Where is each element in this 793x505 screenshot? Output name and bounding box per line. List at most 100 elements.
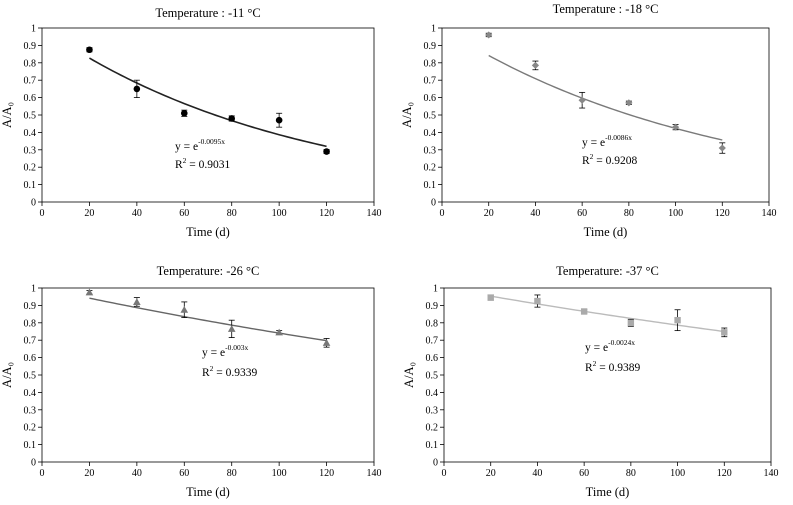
r-squared-label: R2 = 0.9208 (582, 152, 638, 167)
x-tick-label: 0 (40, 468, 45, 479)
fit-equation-base: y = e (582, 137, 605, 149)
y-tick-label: 0.4 (24, 388, 37, 399)
fit-equation: y = e-0.003x (202, 343, 248, 359)
y-tick-label: 0.3 (426, 405, 439, 416)
x-tick-label: 60 (179, 468, 189, 479)
y-tick-label: 0.7 (24, 76, 37, 87)
r-squared-value: = 0.9389 (596, 362, 640, 374)
data-point (86, 46, 93, 54)
r-squared-superscript: 2 (590, 152, 594, 161)
y-tick-label: 0.6 (24, 353, 37, 364)
y-tick-label: 0.8 (24, 58, 37, 69)
r-squared-value: = 0.9208 (593, 155, 637, 167)
y-axis-label: A/A₀ (400, 102, 414, 128)
chart-title: Temperature: -37 °C (556, 264, 659, 278)
y-tick-label: 1 (31, 24, 36, 35)
y-tick-label: 0.7 (24, 336, 37, 347)
x-tick-label: 120 (715, 208, 730, 219)
data-point (180, 305, 189, 313)
r-squared-superscript: 2 (593, 359, 597, 368)
data-point (671, 123, 680, 131)
x-tick-label: 0 (440, 208, 445, 219)
y-tick-label: 0.4 (424, 128, 437, 139)
x-tick-label: 60 (579, 468, 589, 479)
y-tick-label: 0.8 (426, 318, 439, 329)
chart-title: Temperature : -11 °C (155, 6, 260, 20)
fit-equation-base: y = e (585, 342, 608, 354)
y-tick-label: 0.7 (424, 76, 437, 87)
y-tick-label: 0.9 (24, 301, 37, 312)
y-tick-label: 1 (433, 284, 438, 295)
data-point (275, 116, 283, 124)
chart-panel-minus-26: Temperature: -26 °C 0 20 40 60 80 100 120 140 0 0.… (0, 264, 382, 499)
x-tick-label: 100 (670, 468, 685, 479)
x-tick-label: 140 (764, 468, 779, 479)
data-point (721, 329, 728, 336)
fit-equation: y = e-0.0086x (582, 133, 632, 149)
data-point (485, 31, 493, 39)
fit-equation-exponent: -0.0095x (198, 137, 225, 146)
r-squared-value: = 0.9031 (186, 159, 230, 171)
data-point (85, 288, 94, 296)
y-tick-label: 0.8 (24, 318, 37, 329)
y-tick-label: 0.5 (426, 371, 439, 382)
y-tick-label: 0.7 (426, 336, 439, 347)
data-point (718, 144, 726, 152)
r-squared-superscript: 2 (210, 364, 214, 373)
y-tick-label: 0.1 (426, 440, 439, 451)
y-tick-label: 0.3 (24, 405, 37, 416)
chart-panel-minus-18: Temperature : -18 °C 0 20 40 60 80 100 120 140 0 0… (400, 2, 777, 239)
x-tick-label: 20 (486, 468, 496, 479)
y-tick-label: 0.6 (24, 93, 37, 104)
r-squared-symbol: R (202, 367, 210, 379)
x-tick-label: 120 (717, 468, 732, 479)
y-tick-label: 0.2 (426, 423, 439, 434)
x-axis-label: Time (d) (584, 225, 628, 239)
data-point (580, 308, 588, 315)
x-tick-label: 140 (367, 468, 382, 479)
x-tick-label: 40 (132, 468, 142, 479)
y-tick-label: 0.1 (24, 180, 37, 191)
y-axis-label: A/A₀ (402, 362, 416, 388)
r-squared-value: = 0.9339 (213, 367, 257, 379)
data-point (674, 316, 681, 324)
data-point (275, 328, 283, 336)
data-point (627, 319, 635, 326)
y-tick-label: 1 (31, 284, 36, 295)
y-tick-label: 0.4 (24, 128, 37, 139)
fit-equation-exponent: -0.0086x (605, 133, 632, 142)
y-tick-label: 0 (31, 198, 36, 209)
y-tick-label: 0.4 (426, 388, 439, 399)
fit-equation-exponent: -0.0024x (608, 338, 635, 347)
data-point (228, 115, 236, 122)
y-tick-label: 0.1 (424, 180, 437, 191)
x-tick-label: 80 (626, 468, 636, 479)
r-squared-label: R2 = 0.9339 (202, 364, 258, 379)
r-squared-label: R2 = 0.9031 (175, 156, 231, 171)
y-axis-label: A/A₀ (0, 362, 14, 388)
data-point (133, 85, 141, 93)
x-tick-label: 80 (227, 468, 237, 479)
x-tick-label: 0 (40, 208, 45, 219)
data-point (578, 96, 586, 104)
fit-equation-base: y = e (202, 347, 225, 359)
data-point (322, 339, 331, 346)
fit-equation: y = e-0.0024x (585, 338, 635, 354)
x-tick-label: 140 (762, 208, 777, 219)
y-tick-label: 0.9 (424, 41, 437, 52)
x-tick-label: 20 (484, 208, 494, 219)
data-point (487, 294, 494, 301)
fit-curve (490, 295, 725, 333)
fit-equation: y = e-0.0095x (175, 137, 225, 153)
x-tick-label: 100 (272, 468, 287, 479)
data-point (227, 325, 236, 332)
y-tick-label: 0.6 (424, 93, 437, 104)
plot-area-frame (41, 27, 375, 203)
fit-equation-exponent: -0.003x (225, 343, 248, 352)
r-squared-superscript: 2 (183, 156, 187, 165)
y-tick-label: 0.9 (24, 41, 37, 52)
x-tick-label: 0 (442, 468, 447, 479)
y-tick-label: 0.5 (424, 111, 437, 122)
r-squared-symbol: R (175, 159, 183, 171)
